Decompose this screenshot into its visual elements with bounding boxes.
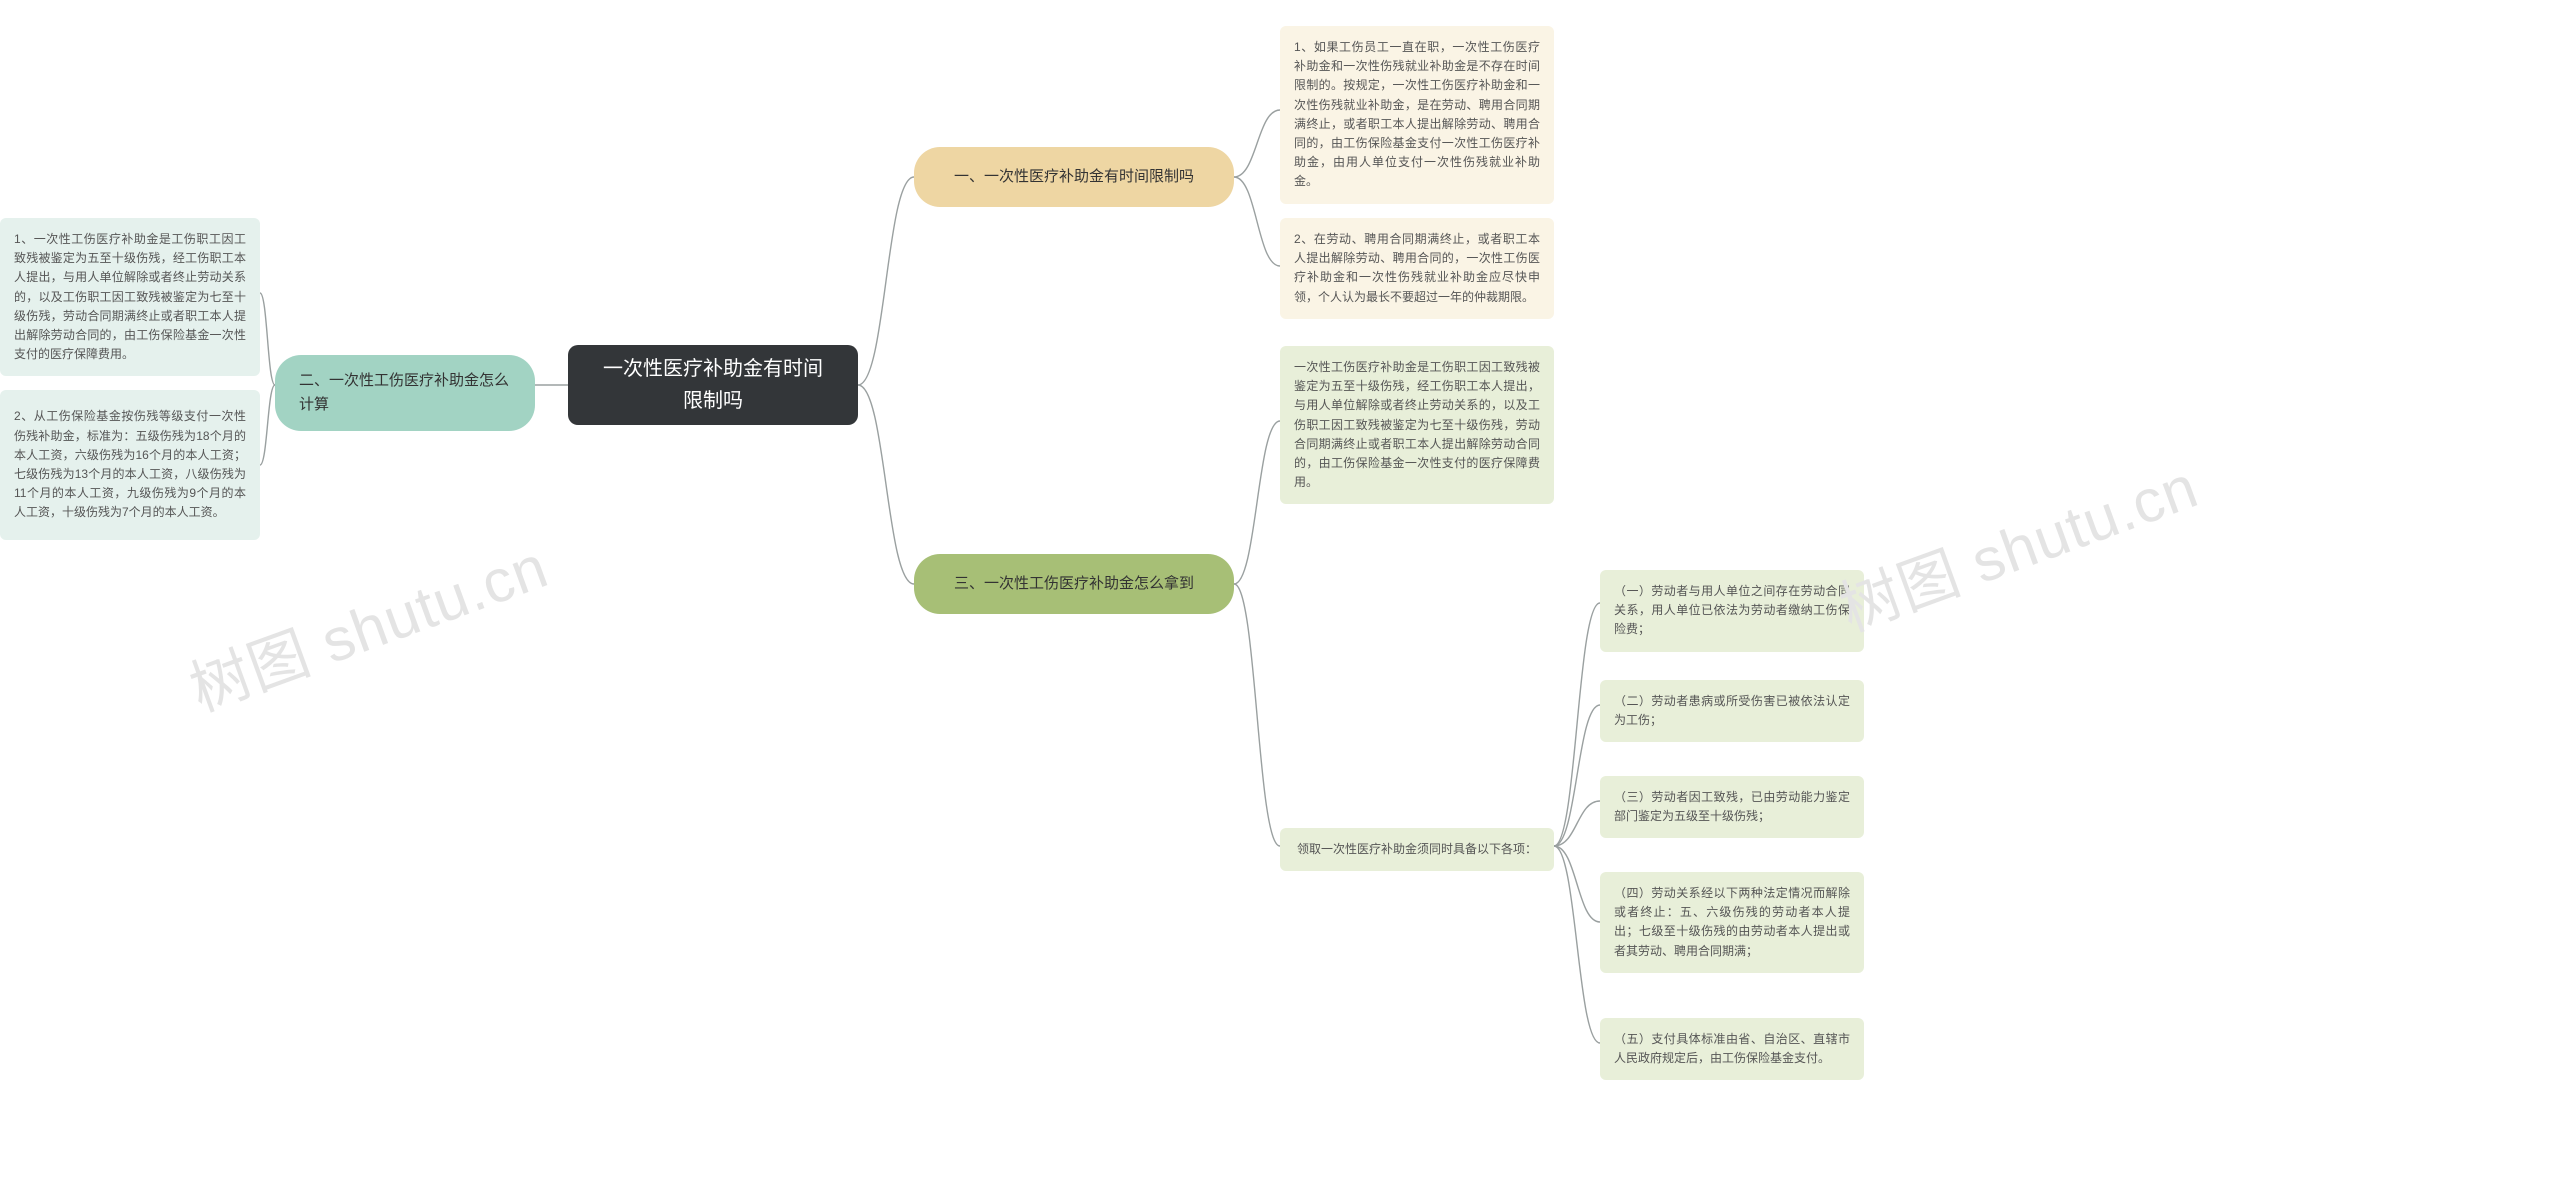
- branch-node: 一、一次性医疗补助金有时间限制吗: [914, 147, 1234, 207]
- root-label: 一次性医疗补助金有时间限制吗: [603, 353, 823, 417]
- subleaf-node: （二）劳动者患病或所受伤害已被依法认定为工伤；: [1600, 680, 1864, 742]
- leaf-node: 1、如果工伤员工一直在职，一次性工伤医疗补助金和一次性伤残就业补助金是不存在时间…: [1280, 26, 1554, 204]
- watermark-1: 树图 shutu.cn: [176, 519, 558, 729]
- subleaf-node: （五）支付具体标准由省、自治区、直辖市人民政府规定后，由工伤保险基金支付。: [1600, 1018, 1864, 1080]
- leaf-node: 2、在劳动、聘用合同期满终止，或者职工本人提出解除劳动、聘用合同的，一次性工伤医…: [1280, 218, 1554, 319]
- branch-node: 二、一次性工伤医疗补助金怎么计算: [275, 355, 535, 431]
- leaf-node: 一次性工伤医疗补助金是工伤职工因工致残被鉴定为五至十级伤残，经工伤职工本人提出，…: [1280, 346, 1554, 504]
- branch-node: 三、一次性工伤医疗补助金怎么拿到: [914, 554, 1234, 614]
- root-node: 一次性医疗补助金有时间限制吗: [568, 345, 858, 425]
- branch-label: 二、一次性工伤医疗补助金怎么计算: [299, 369, 511, 417]
- leaf-node: 2、从工伤保险基金按伤残等级支付一次性伤残补助金，标准为：五级伤残为18个月的本…: [0, 390, 260, 540]
- branch-label: 一、一次性医疗补助金有时间限制吗: [954, 165, 1194, 189]
- leaf-node: 领取一次性医疗补助金须同时具备以下各项：: [1280, 828, 1554, 871]
- leaf-node: 1、一次性工伤医疗补助金是工伤职工因工致残被鉴定为五至十级伤残，经工伤职工本人提…: [0, 218, 260, 376]
- watermark-2: 树图 shutu.cn: [1826, 439, 2208, 649]
- subleaf-node: （一）劳动者与用人单位之间存在劳动合同关系，用人单位已依法为劳动者缴纳工伤保险费…: [1600, 570, 1864, 652]
- branch-label: 三、一次性工伤医疗补助金怎么拿到: [954, 572, 1194, 596]
- subleaf-node: （三）劳动者因工致残，已由劳动能力鉴定部门鉴定为五级至十级伤残；: [1600, 776, 1864, 838]
- subleaf-node: （四）劳动关系经以下两种法定情况而解除或者终止：五、六级伤残的劳动者本人提出；七…: [1600, 872, 1864, 973]
